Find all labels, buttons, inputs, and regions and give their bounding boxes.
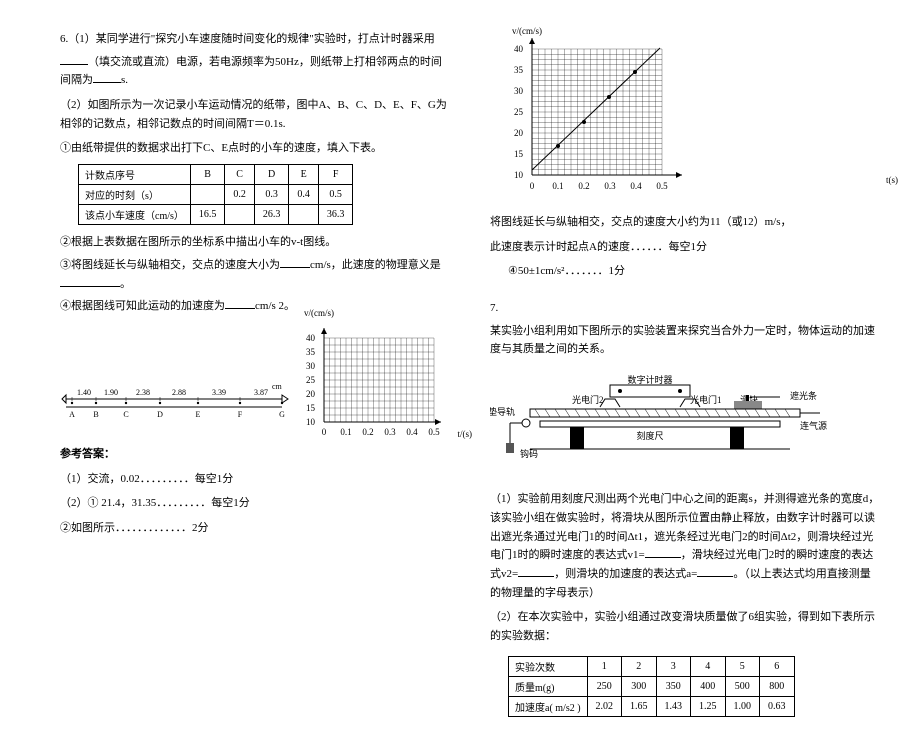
svg-text:F: F [238, 410, 243, 419]
q7b: （1）实验前用刻度尺测出两个光电门中心之间的距离s，并测得遮光条的宽度d，该实验… [490, 490, 880, 602]
app-strip: 遮光条 [790, 390, 817, 401]
t2-r20: 250 [587, 676, 622, 696]
svg-text:3.87: 3.87 [254, 388, 268, 397]
t1-r31 [225, 205, 255, 225]
r-line2: 此速度表示计时起点A的速度．．．．．．每空1分 [490, 238, 880, 257]
q7a: 某实验小组利用如下图所示的实验装置来探究当合外力一定时，物体运动的加速度与其质量… [490, 322, 880, 359]
t2-r21: 300 [622, 676, 657, 696]
t2-r31: 1.65 [622, 696, 657, 716]
ans3: ②如图所示．．．．．．．．．．．．．2分 [60, 519, 450, 538]
l-xlabel: t/(s) [458, 429, 473, 439]
svg-text:D: D [157, 410, 163, 419]
q6-6: ③将图线延长与纵轴相交，交点的速度大小为 cm/s，此速度的物理意义是。 [60, 256, 450, 293]
svg-text:2.38: 2.38 [136, 388, 150, 397]
right-grid [510, 30, 690, 190]
t1-r30: 16.5 [190, 205, 225, 225]
ans-h: 参考答案： [60, 445, 450, 464]
q6-4: ①由纸带提供的数据求出打下C、E点时的小车的速度，填入下表。 [60, 139, 450, 158]
svg-text:A: A [69, 410, 75, 419]
t1-r34: 36.3 [318, 205, 353, 225]
t2-r34: 1.00 [725, 696, 760, 716]
q6-6a: ③将图线延长与纵轴相交，交点的速度大小为 [60, 259, 280, 271]
t2-r35: 0.63 [760, 696, 795, 716]
q6-1: 6.（1）某同学进行"探究小车速度随时间变化的规律"实验时，打点计时器采用 [60, 30, 450, 49]
q6-2b: s. [121, 74, 128, 86]
t2-h3: 加速度a( m/s2 ) [509, 696, 588, 716]
t1-r21: 0.3 [254, 185, 289, 205]
app-g2: 光电门2 [572, 394, 604, 405]
svg-text:1.40: 1.40 [77, 388, 91, 397]
r-line1: 将图线延长与纵轴相交，交点的速度大小约为11（或12）m/s， [490, 213, 880, 232]
t2-h2: 质量m(g) [509, 676, 588, 696]
r-ylabel: v/(cm/s) [512, 26, 542, 36]
t1-h2: 对应的时刻（s） [79, 185, 191, 205]
svg-text:B: B [93, 410, 98, 419]
svg-text:1.90: 1.90 [104, 388, 118, 397]
app-ruler: 刻度尺 [636, 430, 663, 441]
t2-c5: 6 [760, 656, 795, 676]
t1-c4: F [318, 165, 353, 185]
t2-c2: 3 [656, 656, 691, 676]
q6-3: （2）如图所示为一次记录小车运动情况的纸带，图中A、B、C、D、E、F、G为相邻… [60, 96, 450, 133]
t1-r32: 26.3 [254, 205, 289, 225]
t1-c3: E [289, 165, 319, 185]
svg-text:C: C [123, 410, 128, 419]
t2-r23: 400 [691, 676, 726, 696]
l-ylabel: v/(cm/s) [304, 308, 334, 318]
t2-r22: 350 [656, 676, 691, 696]
q6-6b: cm/s，此速度的物理意义是 [310, 259, 441, 271]
app-timer: 数字计时器 [627, 374, 672, 385]
q7: 7. [490, 299, 880, 318]
t2-c4: 5 [725, 656, 760, 676]
r-line3: ④50±1cm/s²．．．．．．．1分 [508, 262, 880, 281]
t1-r22: 0.4 [289, 185, 319, 205]
t2-r32: 1.43 [656, 696, 691, 716]
svg-text:3.39: 3.39 [212, 388, 226, 397]
app-air: 连气源 [800, 420, 827, 431]
q6-2: （填交流或直流）电源，若电源频率为50Hz，则纸带上打相邻两点的时间间隔为s. [60, 53, 450, 90]
table2: 实验次数 1 2 3 4 5 6 质量m(g) 250 300 350 400 … [508, 656, 795, 717]
t2-r24: 500 [725, 676, 760, 696]
app-track: 气垫导轨 [490, 406, 515, 417]
t1-h1: 计数点序号 [79, 165, 191, 185]
t2-c1: 2 [622, 656, 657, 676]
svg-text:E: E [196, 410, 201, 419]
table1: 计数点序号 B C D E F 对应的时刻（s） 0.2 0.3 0.4 0.5… [78, 164, 353, 225]
apparatus: 数字计时器 光电门2 光电门1 滑块 遮光条 气垫导轨 刻度尺 连气源 [490, 373, 830, 473]
t2-r30: 2.02 [587, 696, 622, 716]
left-grid [306, 322, 446, 432]
q7c: （2）在本次实验中，实验小组通过改变滑块质量做了6组实验，得到如下表所示的实验数… [490, 608, 880, 645]
q6-7b: cm/s 2。 [255, 300, 295, 312]
t2-r25: 800 [760, 676, 795, 696]
t2-r33: 1.25 [691, 696, 726, 716]
app-weight: 钩码 [520, 448, 538, 459]
t2-h1: 实验次数 [509, 656, 588, 676]
q6-6c: 。 [120, 278, 131, 290]
q6-7: ④根据图线可知此运动的加速度为 cm/s 2。 [60, 297, 450, 316]
t2-c0: 1 [587, 656, 622, 676]
t1-c1: C [225, 165, 255, 185]
r-xlabel: t(s) [886, 175, 898, 185]
t1-h3: 该点小车速度（cm/s） [79, 205, 191, 225]
ans1: （1）交流，0.02．．．．．．．．．每空1分 [60, 470, 450, 489]
t2-c3: 4 [691, 656, 726, 676]
t1-r23: 0.5 [318, 185, 353, 205]
t1-c0: B [190, 165, 225, 185]
svg-text:G: G [279, 410, 285, 419]
t1-c2: D [254, 165, 289, 185]
svg-text:cm: cm [272, 382, 283, 391]
ans2: （2）① 21.4，31.35．．．．．．．．．每空1分 [60, 494, 450, 513]
svg-text:2.88: 2.88 [172, 388, 186, 397]
t1-r20: 0.2 [225, 185, 255, 205]
q6-7a: ④根据图线可知此运动的加速度为 [60, 300, 225, 312]
q6-5: ②根据上表数据在图所示的坐标系中描出小车的v-t图线。 [60, 233, 450, 252]
q7b3: ，则滑块的加速度的表达式a= [554, 568, 697, 580]
tape-diagram: A B C D E F G 1.40 1.90 2.38 2.88 3.39 3.87 cm [60, 377, 290, 431]
t1-r33 [289, 205, 319, 225]
